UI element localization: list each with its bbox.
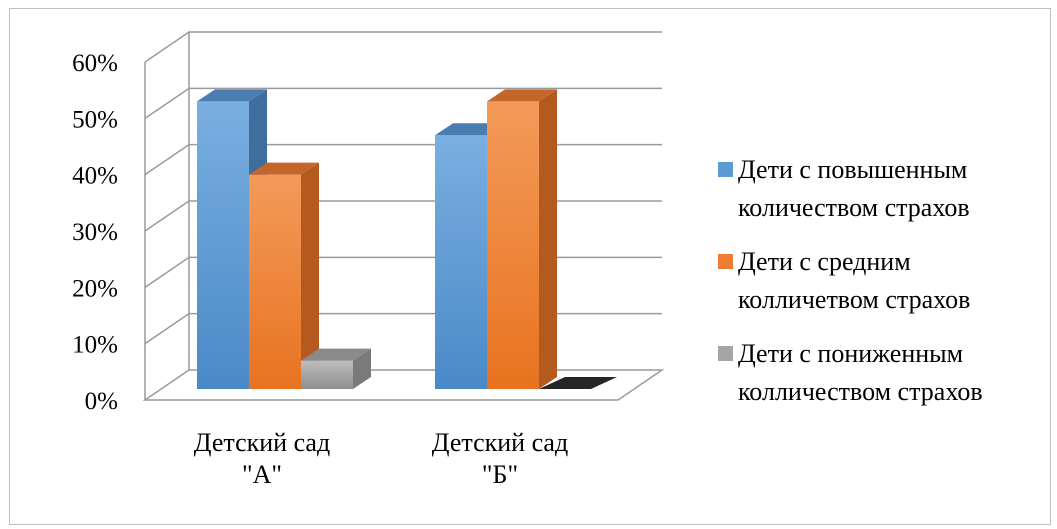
- legend-label: Дети с пониженным: [738, 339, 963, 368]
- y-tick-label: 0%: [85, 388, 118, 415]
- bar: [249, 162, 319, 389]
- bar-side: [539, 89, 557, 389]
- legend-label: количеством страхов: [738, 193, 970, 222]
- y-tick-label: 30%: [72, 219, 118, 246]
- y-tick-label: 20%: [72, 275, 118, 302]
- floor: [142, 369, 665, 401]
- y-tick-label: 40%: [72, 163, 118, 190]
- bar-top: [487, 89, 557, 102]
- legend-label: колличетвом страхов: [738, 285, 970, 314]
- y-axis-ticks: 0% 10% 20% 30% 40% 50% 60%: [72, 50, 118, 415]
- y-tick-label: 10%: [72, 332, 118, 359]
- bar-front: [487, 101, 539, 389]
- gridline: [144, 87, 662, 119]
- bar-front: [301, 360, 353, 389]
- legend-label: Дети с средним: [738, 247, 911, 276]
- bar-side: [353, 348, 371, 389]
- x-tick-label: "Б": [482, 460, 518, 489]
- legend-label: Дети с повышенным: [738, 155, 967, 184]
- bar-top: [197, 89, 267, 102]
- bar-front: [435, 135, 487, 389]
- gridline: [144, 31, 662, 63]
- bar-top: [301, 348, 371, 361]
- bar: [487, 89, 557, 389]
- x-tick-label: "А": [242, 460, 282, 489]
- bar-side: [301, 162, 319, 389]
- legend-swatch: [718, 346, 733, 361]
- x-axis-ticks: Детский сад "А" Детский сад "Б": [194, 428, 568, 489]
- bar-flat: [539, 377, 617, 389]
- legend-swatch: [718, 254, 733, 269]
- bar-top: [249, 162, 319, 175]
- x-tick-label: Детский сад: [432, 428, 568, 457]
- bar: [301, 348, 371, 389]
- bar-front: [197, 101, 249, 389]
- bar: [539, 377, 617, 389]
- x-tick-label: Детский сад: [194, 428, 330, 457]
- bar-front: [249, 174, 301, 389]
- legend-swatch: [718, 162, 733, 177]
- y-tick-label: 60%: [72, 50, 118, 77]
- y-tick-label: 50%: [72, 106, 118, 133]
- legend-label: колличеством страхов: [738, 377, 983, 406]
- legend: Дети с повышенным количеством страхов Дети…: [718, 155, 983, 406]
- bars: [197, 89, 617, 389]
